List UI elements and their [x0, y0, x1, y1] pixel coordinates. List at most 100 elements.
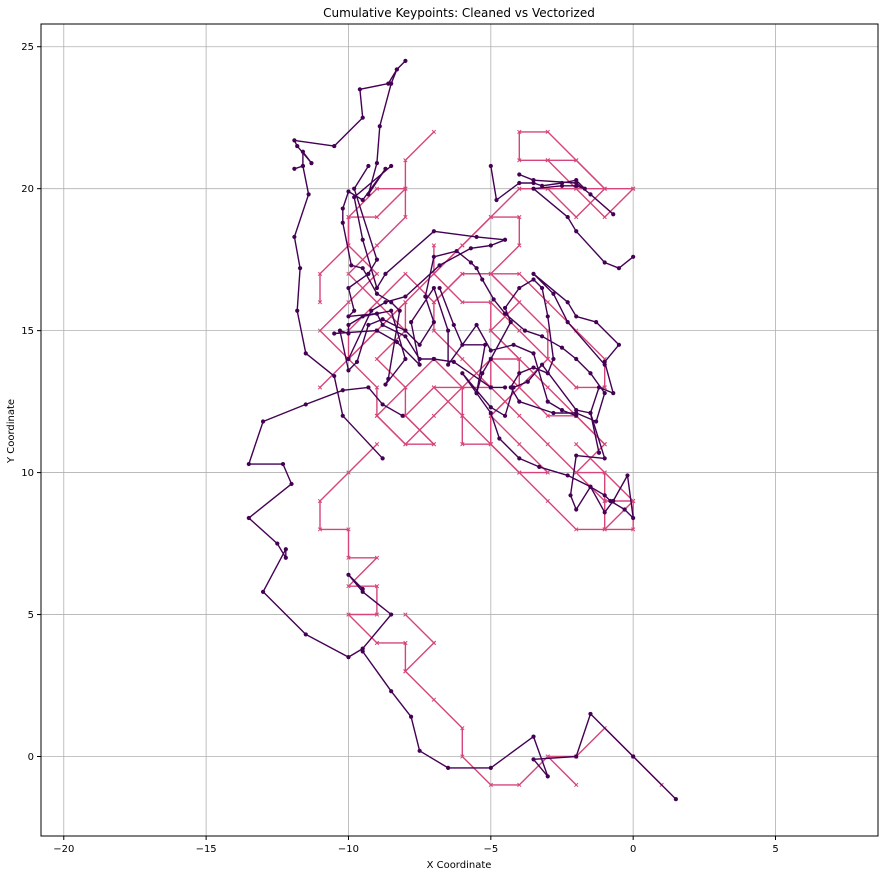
point-marker — [275, 541, 280, 546]
point-marker — [602, 442, 607, 447]
point-marker — [374, 291, 380, 296]
point-marker — [374, 612, 380, 617]
point-marker — [437, 285, 442, 291]
point-marker — [346, 285, 351, 291]
point-marker — [374, 311, 380, 316]
point-marker — [346, 655, 351, 660]
point-marker — [631, 254, 636, 259]
point-marker — [565, 214, 570, 220]
point-marker — [574, 356, 579, 362]
point-marker — [340, 388, 345, 393]
x-axis-label: X Coordinate — [427, 860, 492, 871]
point-marker — [565, 320, 570, 325]
point-marker — [460, 356, 465, 362]
point-marker — [403, 158, 408, 163]
series-cleaned_d — [360, 649, 678, 802]
point-marker — [431, 320, 436, 325]
point-marker — [488, 765, 493, 770]
point-marker — [374, 640, 380, 646]
point-marker — [360, 266, 365, 271]
point-marker — [517, 399, 522, 404]
point-marker — [446, 362, 451, 367]
point-marker — [246, 461, 251, 467]
point-marker — [502, 311, 508, 316]
point-marker — [383, 271, 388, 276]
point-marker — [460, 300, 465, 305]
series-line-cleaned_j — [438, 287, 600, 453]
point-marker — [460, 725, 465, 731]
point-marker — [377, 124, 382, 129]
point-marker — [559, 408, 565, 413]
series-layer — [246, 58, 678, 802]
point-marker — [517, 180, 522, 186]
point-marker — [511, 385, 516, 390]
y-axis-label: Y Coordinate — [6, 399, 17, 464]
point-marker — [602, 470, 607, 475]
point-marker — [602, 493, 607, 498]
point-marker — [289, 481, 294, 487]
point-marker — [431, 328, 437, 333]
point-marker — [403, 300, 408, 305]
point-marker — [332, 143, 337, 149]
point-marker — [488, 782, 493, 788]
point-marker — [403, 612, 408, 617]
point-marker — [403, 58, 408, 64]
point-marker — [474, 234, 479, 240]
point-marker — [380, 402, 385, 407]
point-marker — [574, 214, 579, 220]
x-tick-label: −15 — [196, 844, 217, 855]
point-marker — [460, 413, 465, 418]
point-marker — [574, 180, 579, 186]
point-marker — [468, 246, 473, 251]
point-marker — [360, 586, 365, 592]
point-marker — [394, 339, 399, 345]
point-marker — [431, 385, 437, 390]
point-marker — [431, 697, 437, 702]
series-line-vectorized_d — [518, 131, 634, 218]
point-marker — [403, 356, 408, 362]
point-marker — [346, 572, 351, 577]
point-marker — [460, 271, 465, 276]
point-marker — [531, 351, 536, 356]
point-marker — [517, 456, 522, 461]
point-marker — [460, 754, 465, 759]
point-marker — [565, 300, 570, 305]
point-marker — [622, 507, 627, 512]
point-marker — [545, 442, 550, 447]
y-tick-label: 20 — [21, 184, 34, 195]
point-marker — [303, 351, 308, 356]
point-marker — [545, 399, 550, 404]
grid — [41, 24, 878, 836]
point-marker — [360, 237, 365, 242]
point-marker — [602, 498, 607, 504]
point-marker — [360, 115, 365, 120]
point-marker — [488, 300, 493, 305]
point-marker — [488, 410, 493, 416]
series-cleaned_e — [332, 285, 579, 418]
point-marker — [673, 796, 678, 802]
point-marker — [502, 305, 508, 311]
point-marker — [539, 334, 545, 339]
point-marker — [332, 373, 337, 379]
point-marker — [446, 328, 451, 333]
point-marker — [403, 328, 408, 333]
point-marker — [474, 322, 479, 328]
point-marker — [525, 379, 530, 384]
point-marker — [602, 456, 607, 461]
point-marker — [346, 555, 351, 560]
point-marker — [380, 456, 385, 461]
point-marker — [380, 322, 385, 328]
point-marker — [531, 734, 536, 739]
point-marker — [488, 385, 493, 390]
point-marker — [497, 436, 502, 441]
point-marker — [480, 277, 485, 282]
point-marker — [451, 359, 456, 364]
point-marker — [374, 356, 380, 362]
point-marker — [309, 161, 314, 166]
point-marker — [403, 385, 408, 390]
point-marker — [346, 300, 351, 305]
point-marker — [491, 297, 496, 302]
point-marker — [531, 178, 536, 183]
point-marker — [631, 515, 636, 521]
